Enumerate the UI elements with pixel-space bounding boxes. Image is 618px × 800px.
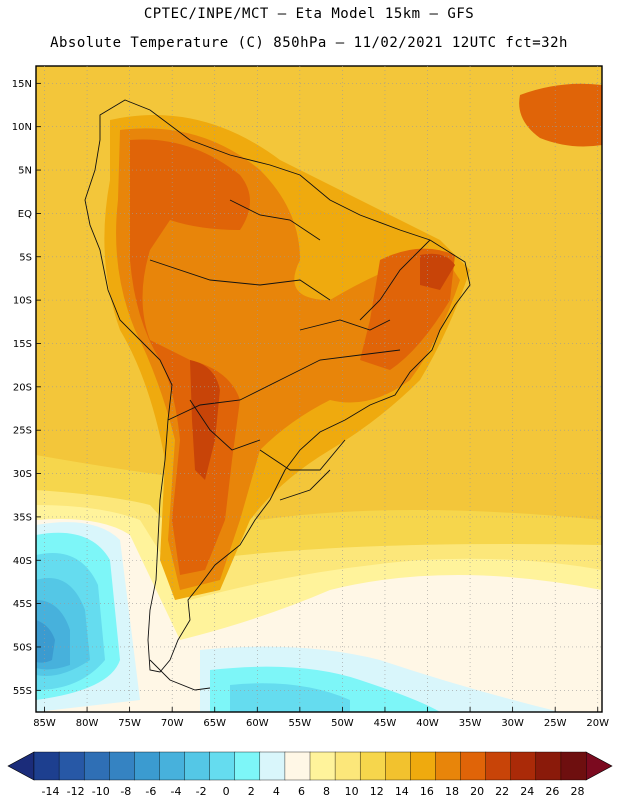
field-4c	[36, 532, 440, 712]
colorbar-tick-label: -8	[120, 785, 131, 798]
colorbar-tick-label: 14	[395, 785, 409, 798]
lon-label-50w: 50W	[331, 718, 354, 729]
colorbar-cell	[334, 751, 361, 781]
field-2c	[36, 553, 350, 712]
colorbar-tick-label: 20	[470, 785, 484, 798]
colorbar-cell	[33, 751, 60, 781]
latitude-axis: 15N 10N 5N EQ 5S 10S 15S 20S 25S 30S 35S 40S 45S 50S 5…	[12, 79, 41, 697]
colorbar-tick-label: 2	[248, 785, 255, 798]
lon-label-80w: 80W	[76, 718, 99, 729]
lat-label-40s: 40S	[13, 556, 32, 567]
colorbar: -14 -12 -10 -8 -6 -4 -2 0 2 4 6 8 10 12 14 16 18 20 22 24 26…	[7, 751, 613, 798]
colorbar-tick-label: 8	[323, 785, 330, 798]
colorbar-cell	[109, 751, 135, 781]
colorbar-tick-label: 18	[445, 785, 459, 798]
lat-label-10n: 10N	[12, 122, 32, 133]
colorbar-cell	[184, 751, 211, 781]
colorbar-tick-label: 24	[520, 785, 534, 798]
colorbar-tick-label: 28	[570, 785, 584, 798]
colorbar-tick-label: -6	[145, 785, 156, 798]
colorbar-cell	[259, 751, 286, 781]
lat-label-50s: 50S	[13, 642, 32, 653]
colorbar-cell	[83, 751, 110, 781]
colorbar-tick-label: -4	[171, 785, 182, 798]
lon-label-65w: 65W	[203, 718, 226, 729]
chart-title-line2: Absolute Temperature (C) 850hPa – 11/02/…	[50, 35, 568, 51]
lon-label-30w: 30W	[501, 718, 524, 729]
temperature-field	[36, 66, 602, 712]
field-8c	[36, 519, 602, 712]
lon-label-60w: 60W	[246, 718, 269, 729]
coastline	[84, 99, 471, 691]
field-24c	[190, 253, 455, 480]
colorbar-cell	[134, 751, 160, 781]
colorbar-cell	[460, 751, 487, 781]
field-minus4c	[36, 620, 55, 663]
lat-label-30s: 30S	[13, 469, 32, 480]
lon-label-55w: 55W	[289, 718, 312, 729]
lon-label-85w: 85W	[33, 718, 56, 729]
colorbar-cell	[560, 751, 587, 781]
colorbar-high-arrow	[585, 751, 613, 781]
lat-label-35s: 35S	[13, 512, 32, 523]
lat-label-25s: 25S	[13, 426, 32, 437]
colorbar-tick-label: 6	[298, 785, 305, 798]
lon-label-75w: 75W	[118, 718, 141, 729]
chart-title-line1: CPTEC/INPE/MCT – Eta Model 15km – GFS	[143, 6, 475, 22]
colorbar-cell	[385, 751, 411, 781]
colorbar-tick-label: -10	[92, 785, 110, 798]
colorbar-cell	[535, 751, 562, 781]
lon-label-70w: 70W	[161, 718, 184, 729]
colorbar-tick-label: 16	[420, 785, 434, 798]
colorbar-tick-label: 4	[273, 785, 280, 798]
colorbar-tick-label: 22	[495, 785, 509, 798]
lat-label-15s: 15S	[13, 339, 32, 350]
field-22c	[130, 139, 455, 575]
colorbar-tick-label: 0	[223, 785, 230, 798]
lon-label-45w: 45W	[374, 718, 397, 729]
colorbar-tick-label: 12	[370, 785, 384, 798]
lat-label-55s: 55S	[13, 686, 32, 697]
lat-label-eq: EQ	[18, 209, 32, 220]
map-frame	[35, 65, 603, 713]
colorbar-tick-label: -2	[196, 785, 207, 798]
colorbar-cell	[284, 751, 311, 781]
lat-label-5s: 5S	[19, 252, 32, 263]
lat-label-20s: 20S	[13, 382, 32, 393]
lon-label-25w: 25W	[544, 718, 567, 729]
colorbar-cell	[359, 751, 386, 781]
colorbar-tick-label: -12	[67, 785, 85, 798]
colorbar-cell	[485, 751, 512, 781]
longitude-axis: 85W 80W 75W 70W 65W 60W 55W 50W 45W 40W 35W 30W 25W 2…	[33, 707, 609, 729]
colorbar-cell	[309, 751, 336, 781]
lon-label-40w: 40W	[416, 718, 439, 729]
colorbar-tick-label: 26	[545, 785, 559, 798]
lat-label-45s: 45S	[13, 599, 32, 610]
colorbar-cell	[435, 751, 462, 781]
colorbar-cell	[58, 751, 85, 781]
colorbar-cell	[159, 751, 186, 781]
lon-label-35w: 35W	[459, 718, 482, 729]
colorbar-cell	[209, 751, 236, 781]
colorbar-low-arrow	[7, 751, 35, 781]
colorbar-cell	[510, 751, 537, 781]
lat-label-10s: 10S	[13, 296, 32, 307]
colorbar-cell	[234, 751, 261, 781]
colorbar-tick-label: 10	[345, 785, 359, 798]
field-22c-atlantic	[519, 83, 602, 147]
colorbar-cell	[410, 751, 436, 781]
lat-label-15n: 15N	[12, 79, 32, 90]
lon-label-20w: 20W	[586, 718, 609, 729]
lat-label-5n: 5N	[18, 166, 32, 177]
colorbar-tick-label: -14	[42, 785, 60, 798]
